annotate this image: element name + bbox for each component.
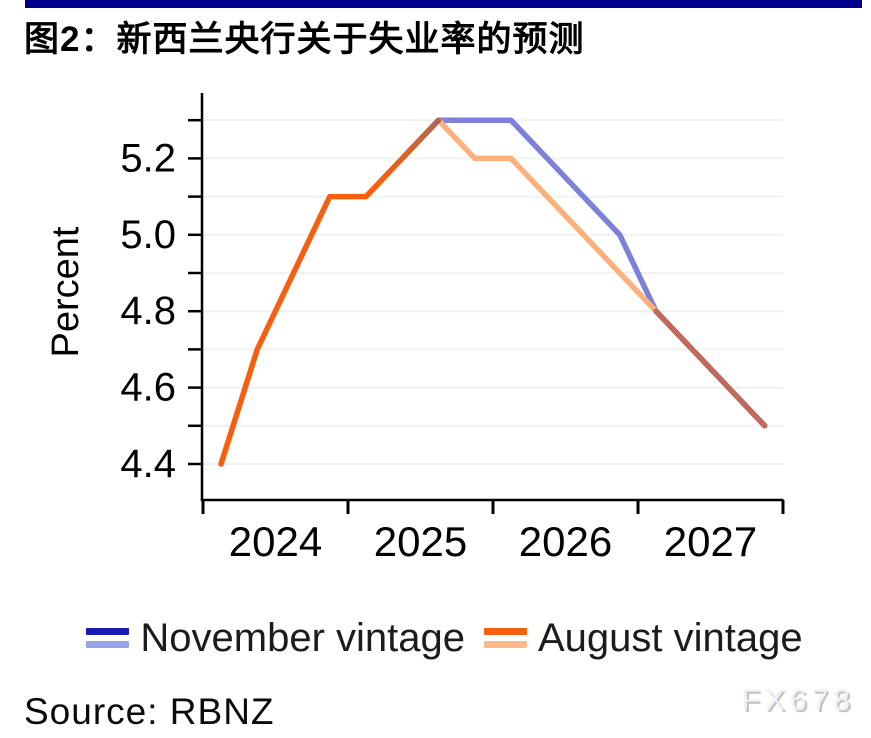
y-tick-label: 5.2	[120, 136, 176, 180]
legend: November vintage August vintage	[0, 610, 871, 666]
legend-marker-icon	[483, 628, 527, 648]
series-august-forecast-line	[435, 117, 659, 314]
y-tick-label: 4.8	[120, 289, 176, 333]
x-tick-label: 2024	[229, 518, 322, 565]
y-tick-label: 4.4	[120, 442, 176, 486]
legend-item: August vintage	[483, 616, 803, 660]
x-tick-label: 2026	[519, 518, 612, 565]
legend-marker-bar	[86, 641, 130, 648]
legend-label: November vintage	[140, 616, 465, 660]
x-tick-label: 2025	[374, 518, 467, 565]
legend-marker-icon	[86, 628, 130, 648]
gridlines	[203, 119, 784, 465]
series-overlap-tail-line	[653, 308, 768, 429]
series-lines	[218, 117, 768, 467]
y-axis-title: Percent	[45, 226, 87, 357]
legend-item: November vintage	[86, 618, 465, 658]
unemployment-forecast-chart: 2024 2025 2026 2027 5.2 5.0 4.8 4.6 4.4 Percent	[45, 93, 785, 565]
accent-bar	[25, 0, 862, 8]
x-tick-label: 2027	[664, 518, 757, 565]
legend-label: August vintage	[537, 616, 803, 660]
axes: 2024 2025 2026 2027 5.2 5.0 4.8 4.6 4.4	[120, 93, 785, 565]
watermark: FX678	[741, 684, 855, 717]
source-note: Source: RBNZ	[24, 691, 275, 732]
legend-marker-bar	[86, 628, 130, 635]
legend-marker-bar	[483, 628, 527, 635]
y-tick-label: 4.6	[120, 366, 176, 410]
series-august-history-line	[218, 117, 442, 467]
figure-title: 图2：新西兰央行关于失业率的预测	[24, 20, 585, 59]
y-tick-label: 5.0	[120, 213, 176, 257]
legend-marker-bar	[483, 641, 527, 648]
